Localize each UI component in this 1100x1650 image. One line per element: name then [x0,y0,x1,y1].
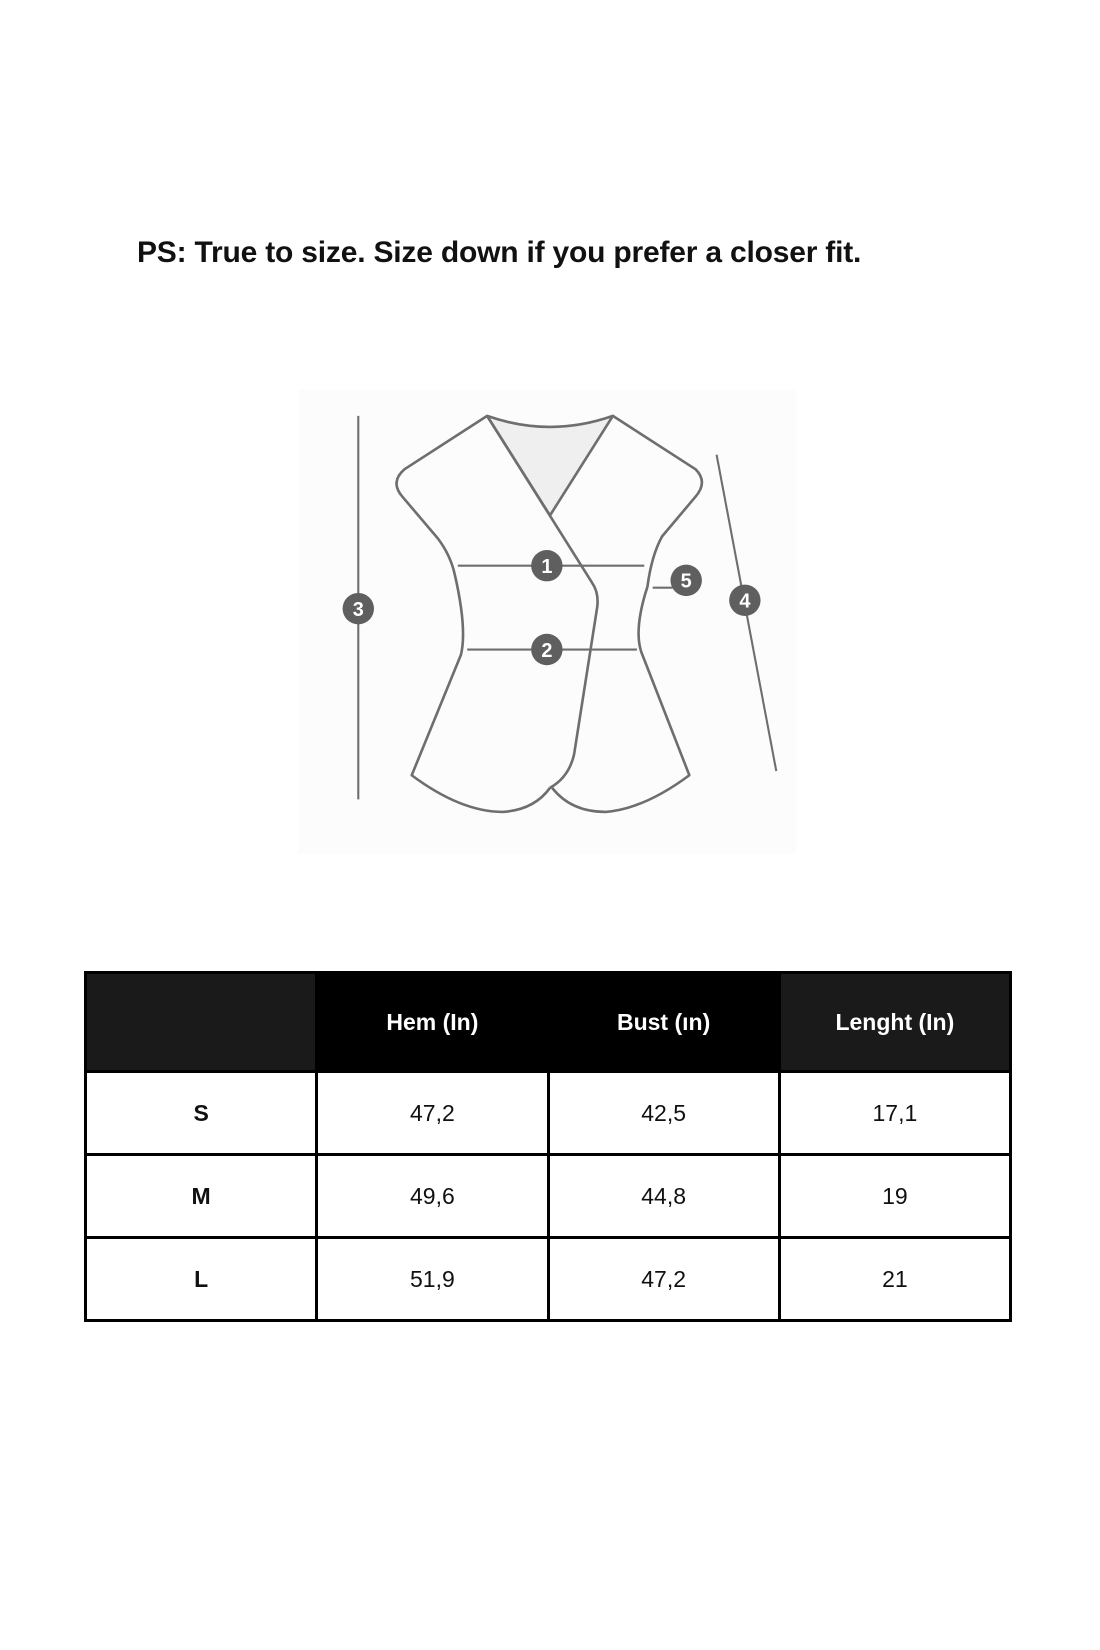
svg-text:1: 1 [541,556,552,578]
header-cell-bust: Bust (ın) [546,971,781,1073]
svg-text:2: 2 [541,640,552,662]
length-cell: 17,1 [777,1070,1013,1156]
size-cell: L [83,1236,319,1322]
marker-2: 2 [531,633,563,666]
table-row: L 51,9 47,2 21 [83,1236,1013,1322]
bust-cell: 44,8 [546,1153,781,1239]
marker-3: 3 [342,592,374,625]
garment-outline-left [395,414,552,814]
size-table: Hem (In) Bust (ın) Lenght (In) S 47,2 42… [83,971,1013,1322]
garment-outline-right [551,414,704,814]
bust-cell: 42,5 [546,1070,781,1156]
svg-text:5: 5 [681,571,692,593]
size-cell: S [83,1070,319,1156]
bust-cell: 47,2 [546,1236,781,1322]
hem-cell: 51,9 [315,1236,550,1322]
hem-cell: 47,2 [315,1070,550,1156]
table-row: M 49,6 44,8 19 [83,1153,1013,1239]
length-cell: 19 [777,1153,1013,1239]
svg-text:4: 4 [739,591,750,613]
length-cell: 21 [777,1236,1013,1322]
size-cell: M [83,1153,319,1239]
header-cell-length: Lenght (In) [777,971,1013,1073]
marker-1: 1 [531,550,563,582]
header-cell-hem: Hem (In) [315,971,550,1073]
hem-cell: 49,6 [315,1153,550,1239]
fit-note: PS: True to size. Size down if you prefe… [137,236,862,269]
table-header-row: Hem (In) Bust (ın) Lenght (In) [83,971,1013,1073]
svg-text:3: 3 [353,599,364,621]
wrap-line [486,415,599,789]
marker-4: 4 [729,584,761,616]
table-row: S 47,2 42,5 17,1 [83,1070,1013,1156]
header-cell-empty [83,971,319,1073]
marker-5: 5 [670,564,702,597]
neck-fill [485,414,615,517]
